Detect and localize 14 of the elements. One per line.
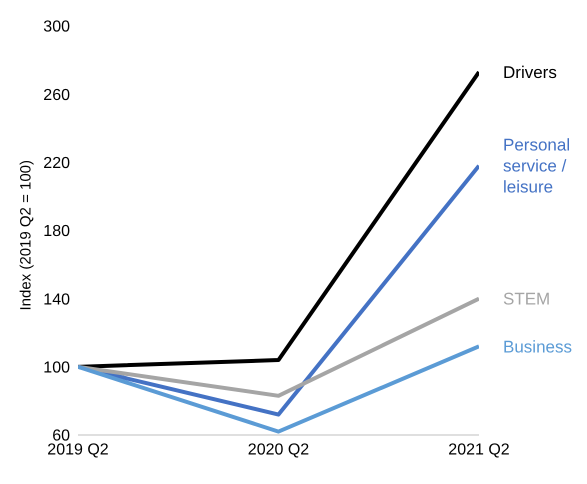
x-tick-label: 2020 Q2 bbox=[248, 441, 310, 458]
series-label: Personal service / leisure bbox=[503, 136, 570, 197]
y-axis-title: Index (2019 Q2 = 100) bbox=[17, 160, 34, 310]
y-tick-label: 100 bbox=[43, 360, 70, 377]
series-label: Business bbox=[503, 337, 572, 356]
y-tick-label: 300 bbox=[43, 18, 70, 36]
y-tick-label: 140 bbox=[43, 291, 70, 308]
y-tick-label: 180 bbox=[43, 223, 70, 240]
series-label: STEM bbox=[503, 290, 550, 309]
series-label: Drivers bbox=[503, 63, 557, 82]
y-tick-label: 220 bbox=[43, 155, 70, 172]
x-tick-label: 2021 Q2 bbox=[448, 441, 510, 458]
x-tick-label: 2019 Q2 bbox=[47, 441, 109, 458]
y-tick-label: 260 bbox=[43, 86, 70, 104]
